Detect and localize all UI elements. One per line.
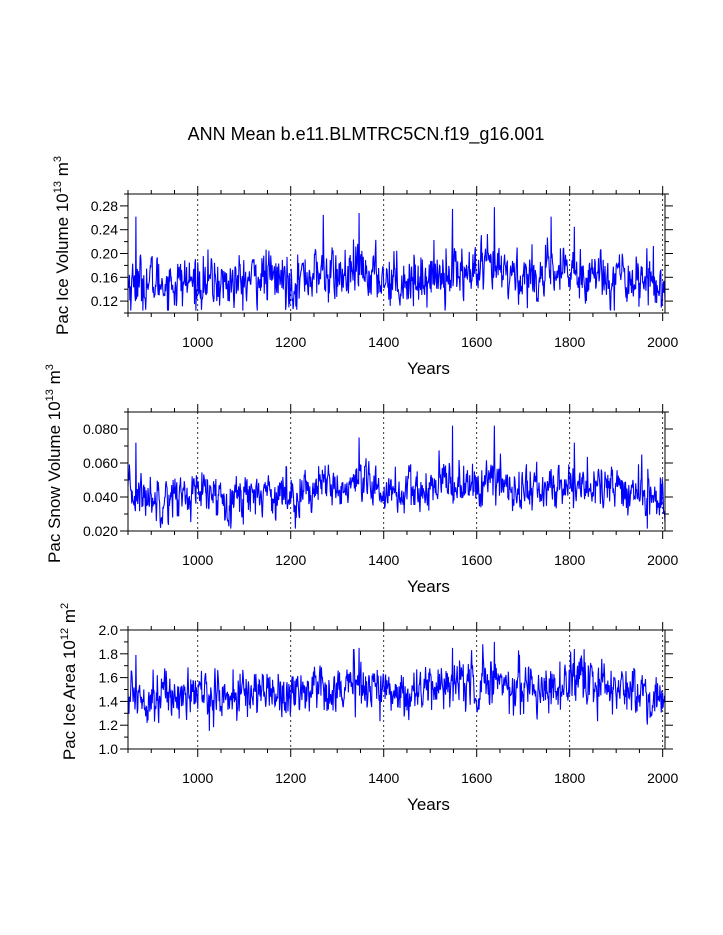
- x-axis-label: Years: [407, 795, 450, 814]
- y-tick-label: 0.16: [91, 269, 118, 285]
- y-axis-label: Pac Ice Area 1012 m2: [59, 603, 79, 760]
- y-axis-label: Pac Snow Volume 1013 m3: [44, 364, 64, 563]
- x-tick-label: 1800: [554, 552, 585, 568]
- y-tick-label: 1.0: [99, 741, 119, 757]
- y-tick-label: 1.8: [99, 646, 119, 662]
- y-tick-label: 1.4: [99, 693, 119, 709]
- series-line-snow_volume: [127, 425, 666, 529]
- y-tick-label: 0.060: [83, 455, 118, 471]
- x-tick-label: 2000: [647, 334, 678, 350]
- x-tick-label: 1000: [182, 334, 213, 350]
- y-tick-label: 0.080: [83, 421, 118, 437]
- x-axis-label: Years: [407, 577, 450, 596]
- x-tick-label: 2000: [647, 770, 678, 786]
- y-tick-label: 0.020: [83, 523, 118, 539]
- x-tick-label: 2000: [647, 552, 678, 568]
- y-tick-label: 1.2: [99, 717, 119, 733]
- x-tick-label: 1200: [275, 770, 306, 786]
- x-tick-label: 1400: [368, 552, 399, 568]
- y-tick-label: 0.24: [91, 222, 118, 238]
- y-tick-label: 0.12: [91, 293, 118, 309]
- x-tick-label: 1800: [554, 770, 585, 786]
- series-line-ice_volume: [127, 207, 666, 311]
- x-tick-label: 1200: [275, 334, 306, 350]
- panel-snow_volume: 1000 1200 1400 1600 1800 2000 0.020 0.040 0.060 0…: [44, 364, 678, 596]
- y-tick-label: 1.6: [99, 670, 119, 686]
- y-tick-label: 0.040: [83, 489, 118, 505]
- figure-title: ANN Mean b.e11.BLMTRC5CN.f19_g16.001: [188, 124, 545, 145]
- panels: 1000 1200 1400 1600 1800 2000 0.12 0.16 0.20 0.24…: [44, 156, 678, 814]
- x-tick-label: 1400: [368, 334, 399, 350]
- x-tick-label: 1800: [554, 334, 585, 350]
- y-tick-label: 0.28: [91, 198, 118, 214]
- x-tick-label: 1400: [368, 770, 399, 786]
- x-tick-label: 1000: [182, 770, 213, 786]
- x-tick-label: 1000: [182, 552, 213, 568]
- x-axis-label: Years: [407, 359, 450, 378]
- series-line-ice_area: [127, 641, 666, 731]
- y-axis-label: Pac Ice Volume 1013 m3: [52, 156, 72, 335]
- panel-ice_area: 1000 1200 1400 1600 1800 2000 1.0 1.2 1.4 1.6 1.8 2…: [59, 603, 678, 814]
- plot-frame-snow_volume: [127, 411, 666, 532]
- x-tick-label: 1200: [275, 552, 306, 568]
- panel-ice_volume: 1000 1200 1400 1600 1800 2000 0.12 0.16 0.20 0.24…: [52, 156, 678, 378]
- x-tick-label: 1600: [461, 552, 492, 568]
- y-tick-label: 0.20: [91, 246, 118, 262]
- x-tick-label: 1600: [461, 334, 492, 350]
- y-tick-label: 2.0: [99, 622, 119, 638]
- x-tick-label: 1600: [461, 770, 492, 786]
